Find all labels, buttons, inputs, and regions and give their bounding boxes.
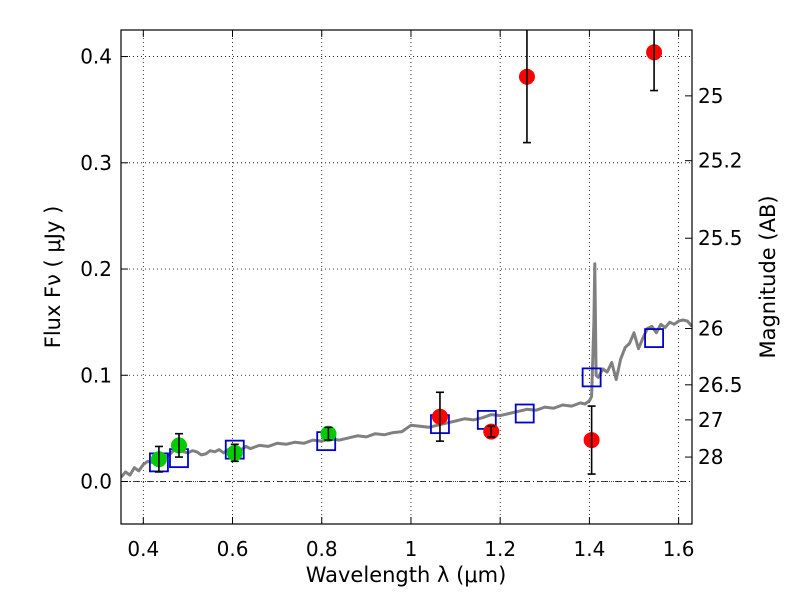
y2-tick-label: 25.2 [698,149,743,173]
y-tick-label: 0.3 [80,151,112,175]
model-photometry-point [514,403,535,424]
ticks: 0.4 0.6 0.8 1 1.2 1.4 1.6 0.0 0.1 0.2 0.3 0.4 25 25.2… [80,30,743,561]
y-tick-label: 0.1 [80,363,112,387]
sed-line [121,262,692,479]
y2-tick-label: 28 [698,445,723,469]
model-photometry-point [581,367,602,388]
x-tick-label: 1 [405,537,418,561]
y2-tick-label: 25 [698,84,723,108]
model-photometry-point [644,328,664,348]
error-bars [154,30,659,475]
y2-tick-label: 27 [698,408,723,432]
x-tick-label: 0.8 [306,537,338,561]
y2-tick-label: 25.5 [698,226,743,250]
y-axis-title: Flux Fν ( μJy ) [41,206,65,349]
x-axis-title: Wavelength λ (μm) [306,563,507,587]
plot-area [121,30,692,524]
y2-tick-label: 26 [698,317,723,341]
grid [121,30,692,524]
y-tick-label: 0.0 [80,470,112,494]
x-tick-label: 1.6 [663,537,695,561]
y-tick-label: 0.2 [80,257,112,281]
x-tick-label: 1.4 [573,537,605,561]
x-tick-label: 0.6 [217,537,249,561]
y2-axis-title: Magnitude (AB) [756,195,780,358]
y-tick-label: 0.4 [80,45,112,69]
y2-tick-label: 26.5 [698,373,743,397]
plot-frame [120,29,693,525]
x-tick-label: 1.2 [484,537,516,561]
x-tick-label: 0.4 [127,537,159,561]
